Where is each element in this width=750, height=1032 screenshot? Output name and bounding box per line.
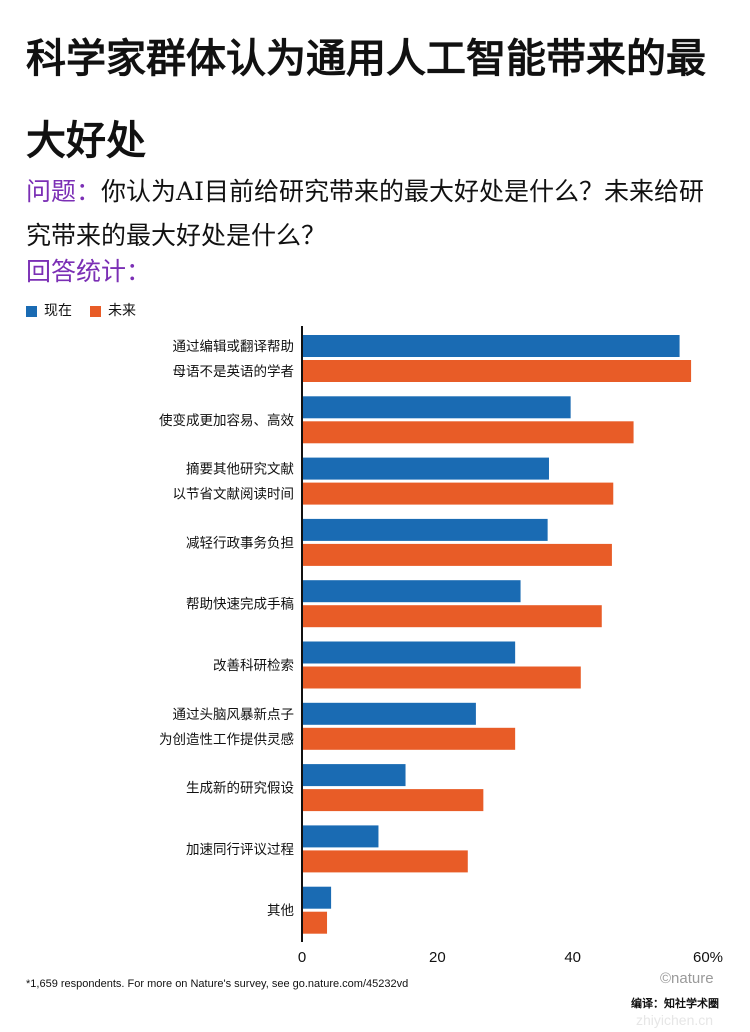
category-label-1-0: 使变成更加容易、高效 <box>159 412 294 429</box>
bar-now-4 <box>302 580 521 603</box>
category-label-9-0: 其他 <box>267 903 294 919</box>
watermark: zhiyichen.cn <box>636 1012 714 1028</box>
category-label-2-1: 以节省文献阅读时间 <box>173 487 295 503</box>
bar-future-8 <box>302 850 468 873</box>
legend: 现在 未来 <box>26 302 154 320</box>
category-label-8-0: 加速同行评议过程 <box>186 842 294 858</box>
bar-now-2 <box>302 457 549 480</box>
bar-future-5 <box>302 666 581 689</box>
bar-now-3 <box>302 518 548 541</box>
bar-now-8 <box>302 825 379 848</box>
bar-now-9 <box>302 886 332 909</box>
bar-future-7 <box>302 789 484 812</box>
bar-now-5 <box>302 641 516 664</box>
bar-future-6 <box>302 727 516 750</box>
legend-label-future: 未来 <box>108 303 136 319</box>
bar-future-9 <box>302 911 328 934</box>
footnote: *1,659 respondents. For more on Nature's… <box>26 978 409 990</box>
x-tick-label-0: 0 <box>298 949 306 966</box>
question: 问题：你认为AI目前给研究带来的最大好处是什么？未来给研究带来的最大好处是什么？ <box>26 170 726 258</box>
question-text: 你认为AI目前给研究带来的最大好处是什么？未来给研究带来的最大好处是什么？ <box>26 177 704 250</box>
x-tick-label-3: 60% <box>693 949 723 966</box>
bar-future-2 <box>302 482 614 505</box>
legend-item-now: 现在 <box>26 302 72 320</box>
category-label-0-1: 母语不是英语的学者 <box>173 363 295 380</box>
category-label-0-0: 通过编辑或翻译帮助 <box>173 339 295 355</box>
bar-future-3 <box>302 543 612 566</box>
answer-label: 回答统计： <box>26 257 152 286</box>
category-label-6-1: 为创造性工作提供灵感 <box>159 731 294 748</box>
x-tick-label-1: 20 <box>429 949 446 966</box>
bar-now-0 <box>302 335 680 357</box>
x-tick-label-2: 40 <box>564 949 581 966</box>
category-label-5-0: 改善科研检索 <box>213 658 294 674</box>
bar-future-1 <box>302 421 634 444</box>
translation-credit: 编译：知社学术圈 <box>631 997 719 1010</box>
legend-swatch-now <box>26 305 37 317</box>
legend-label-now: 现在 <box>44 303 72 319</box>
bar-now-6 <box>302 702 476 725</box>
chart-title: 科学家群体认为通用人工智能带来的最大好处 <box>26 36 706 164</box>
bar-now-7 <box>302 764 406 787</box>
legend-swatch-future <box>90 305 101 317</box>
bar-future-4 <box>302 605 602 628</box>
nature-logo: ©nature <box>660 970 714 987</box>
question-label: 问题： <box>26 177 102 206</box>
category-label-7-0: 生成新的研究假设 <box>186 781 294 797</box>
category-label-3-0: 减轻行政事务负担 <box>186 535 294 551</box>
bar-now-1 <box>302 396 571 419</box>
category-label-4-0: 帮助快速完成手稿 <box>186 597 294 613</box>
category-label-6-0: 通过头脑风暴新点子 <box>173 707 295 723</box>
category-label-2-0: 摘要其他研究文献 <box>186 461 294 478</box>
legend-item-future: 未来 <box>90 302 136 320</box>
bar-future-0 <box>302 360 692 382</box>
